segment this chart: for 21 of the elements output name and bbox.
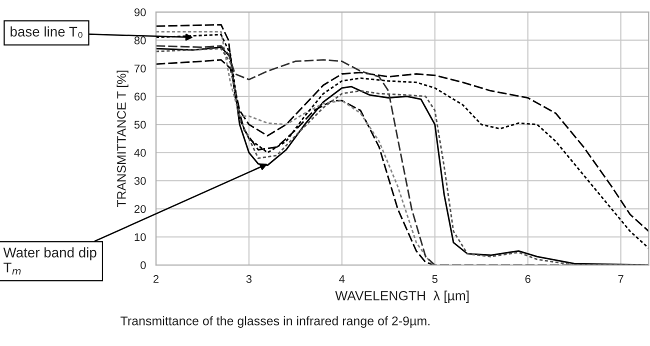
y-tick-label: 0	[140, 261, 146, 270]
x-tick-label: 6	[525, 275, 530, 283]
y-axis-title: TRANSMITTANCE T [%]	[116, 70, 128, 208]
y-tick-label: 50	[134, 120, 146, 129]
annotation: Water band dip T$_{m}$	[3, 247, 96, 275]
y-tick-label: 90	[134, 8, 146, 16]
y-tick-label: 30	[134, 176, 146, 185]
x-tick-label: 4	[339, 275, 345, 283]
text: Transmittance of the glasses in infrared range of 2-9µm.	[120, 316, 430, 328]
annotation: base line T₀	[10, 26, 82, 38]
y-tick-label: 70	[134, 64, 146, 72]
y-tick-label: 20	[134, 205, 146, 213]
x-tick-label: 3	[246, 275, 252, 283]
x-tick-label: 2	[153, 275, 159, 283]
x-tick-label: 5	[432, 275, 438, 283]
y-tick-label: 60	[134, 92, 146, 101]
y-tick-label: 80	[134, 36, 146, 44]
y-tick-label: 40	[134, 148, 146, 157]
x-tick-label: 7	[618, 275, 624, 283]
x-axis-title: WAVELENGTH λ [µm]	[335, 290, 469, 303]
y-tick-label: 10	[134, 233, 146, 242]
